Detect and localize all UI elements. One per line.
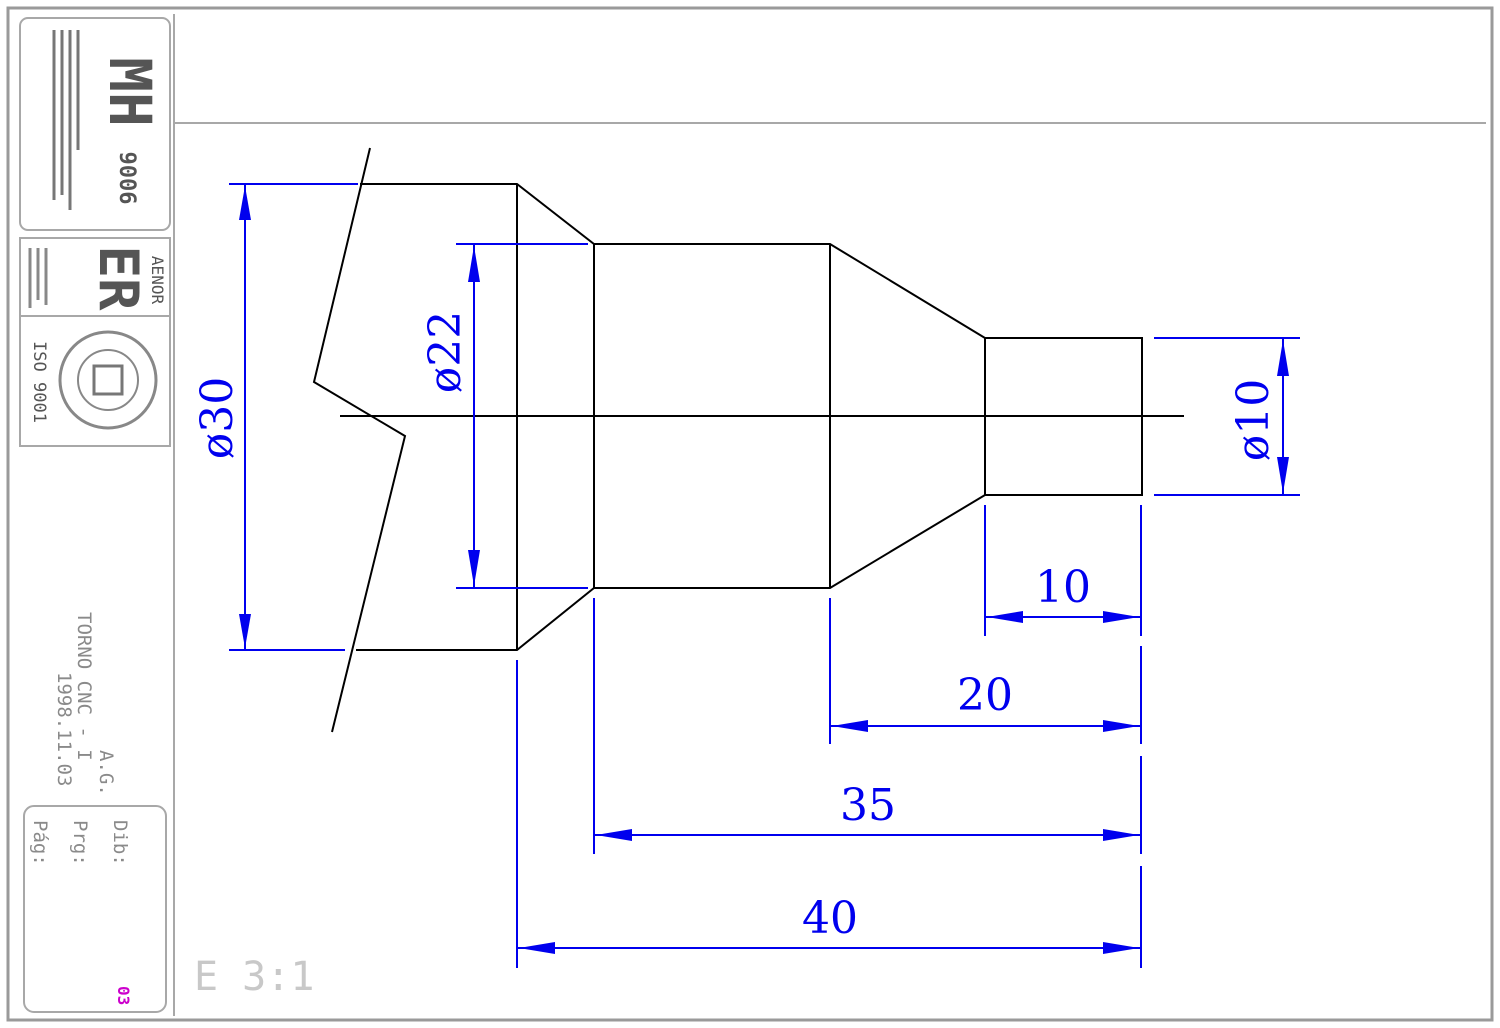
machine-name: TORNO CNC - I: [73, 612, 95, 761]
dimension-length-10-label: 10: [1035, 562, 1091, 613]
logo-lettering: MH: [96, 57, 164, 127]
dimension-length-10: 10: [984, 505, 1142, 636]
signature-panel: [23, 805, 167, 1013]
logo-code: 9006: [114, 152, 139, 205]
cert-standard: ISO 9001: [29, 341, 49, 423]
dimension-d22: ø22: [420, 243, 588, 589]
prg-label: Prg:: [69, 820, 91, 866]
iso-seal: ISO 9001: [29, 330, 158, 430]
pag-label: Pág:: [29, 820, 51, 866]
turned-part: [312, 147, 1184, 733]
cert-mark: ER: [87, 245, 150, 311]
dimension-d10-label: ø10: [1228, 379, 1279, 461]
dimension-d30-label: ø30: [192, 377, 243, 459]
scale-label: E 3:1: [194, 954, 314, 1000]
dimension-d10: ø10: [1154, 337, 1300, 496]
sheet-number: 03: [114, 986, 133, 1005]
drawing-date: 1998.11.03: [53, 672, 75, 786]
dimension-d22-label: ø22: [420, 311, 471, 393]
dimension-length-20-label: 20: [957, 670, 1013, 721]
outer-frame: [6, 6, 1494, 1022]
break-line: [312, 147, 407, 733]
dimension-length-40-label: 40: [802, 893, 858, 944]
logo-panel: [19, 17, 171, 231]
dimension-length-20: 20: [829, 598, 1142, 744]
dimension-length-40: 40: [516, 660, 1142, 968]
cert-brand: AENOR: [148, 256, 167, 305]
dimension-length-35-label: 35: [840, 780, 896, 831]
dib-label: Dib:: [109, 820, 131, 866]
author-initials: A.G.: [95, 750, 117, 796]
company-logo: MH 9006: [52, 30, 164, 210]
dimension-length-35: 35: [593, 598, 1142, 854]
certification-panel: [19, 237, 171, 447]
dimension-d30: ø30: [192, 183, 358, 651]
logo-fine-print: [52, 30, 80, 210]
aenor-mark: AENOR ER: [28, 245, 167, 311]
title-block: MH 9006 AENOR ER ISO 9001: [19, 17, 171, 1013]
